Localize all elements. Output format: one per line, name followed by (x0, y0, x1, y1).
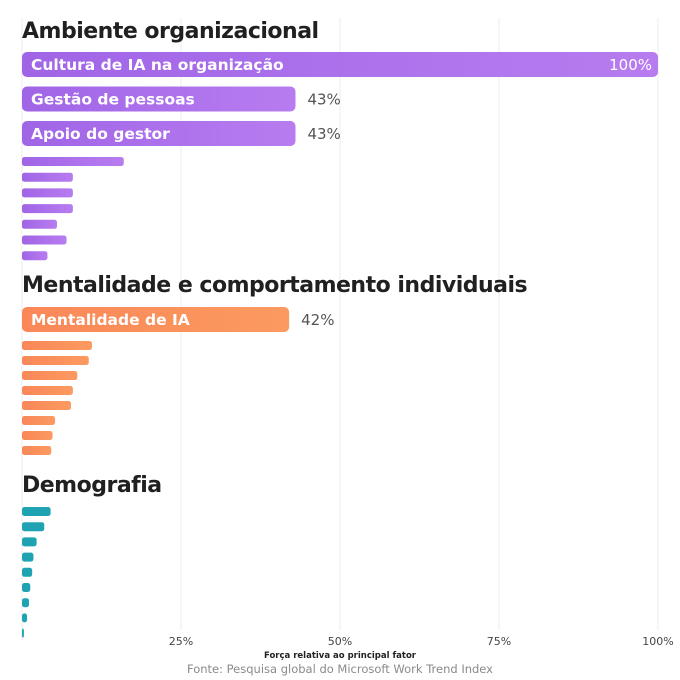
x-tick-label: 50% (328, 635, 352, 648)
bar (22, 552, 34, 562)
bar (22, 371, 78, 380)
bar (22, 356, 89, 365)
bar (22, 157, 124, 166)
bars: Ambiente organizacional Cultura de IA na … (22, 19, 658, 638)
bar (22, 188, 73, 198)
bar (22, 431, 53, 440)
bar (22, 567, 33, 577)
bar (22, 52, 658, 77)
bar (22, 341, 92, 350)
value-label: 43% (307, 125, 340, 143)
bar (22, 628, 24, 638)
bar (22, 86, 296, 112)
bar (22, 307, 290, 332)
bar-label: Cultura de IA na organização (31, 56, 284, 74)
bar (22, 204, 73, 214)
bar (22, 446, 52, 455)
section-title: Mentalidade e comportamento individuais (22, 273, 528, 298)
bar (22, 583, 31, 592)
gridlines (21, 18, 659, 640)
section-title: Ambiente organizacional (22, 19, 319, 44)
bar (22, 401, 71, 410)
bar (22, 235, 67, 245)
bar (22, 121, 296, 146)
bar (22, 598, 29, 608)
x-tick-label: 75% (487, 635, 511, 648)
bar (22, 386, 73, 395)
section-title: Demografia (22, 473, 162, 498)
x-axis-title: Força relativa ao principal fator (264, 651, 417, 661)
x-tick-label: 100% (642, 635, 673, 648)
value-label: 43% (307, 91, 340, 109)
x-axis-ticks: 25% 50% 75% 100% (169, 635, 674, 648)
bar (22, 172, 73, 182)
bar-label: Mentalidade de IA (31, 311, 190, 329)
bar-label: Apoio do gestor (31, 125, 170, 143)
x-tick-label: 25% (169, 635, 193, 648)
bar (22, 507, 51, 516)
bar-label: Gestão de pessoas (31, 91, 195, 109)
bar (22, 522, 45, 532)
value-label: 42% (301, 311, 334, 329)
bar (22, 416, 56, 425)
bar (22, 613, 28, 623)
bar (22, 219, 57, 229)
bar (22, 537, 37, 547)
bar (22, 251, 48, 261)
value-label: 100% (609, 56, 652, 74)
source-note: Fonte: Pesquisa global do Microsoft Work… (187, 662, 493, 676)
